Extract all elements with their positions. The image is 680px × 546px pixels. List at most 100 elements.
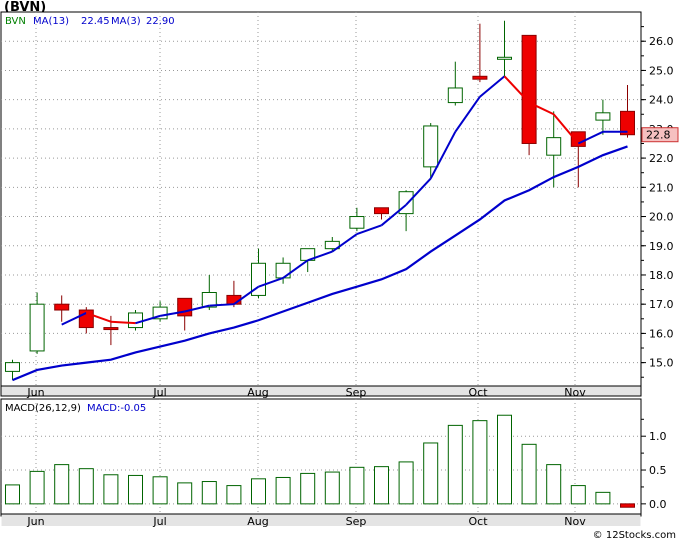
footer-credit: © 12Stocks.com	[592, 530, 676, 541]
macd-month-label: Aug	[247, 515, 268, 528]
macd-bar	[201, 481, 217, 505]
macd-bar	[251, 478, 266, 505]
price-month-label: Aug	[247, 386, 268, 399]
macd-bar	[5, 484, 20, 505]
ma3-line-segment	[552, 113, 580, 145]
ma3-line-segment	[184, 304, 210, 313]
ma3-line-segment	[209, 303, 234, 307]
macd-month-label: Jul	[152, 515, 166, 528]
macd-month-label: Sep	[346, 515, 367, 528]
candle-body	[398, 191, 414, 215]
macd-bar	[521, 443, 537, 505]
candle-body	[447, 87, 463, 104]
price-tick-label: 22.0	[649, 152, 674, 165]
ma13-line	[12, 145, 628, 382]
macd-tick-label: 0.0	[649, 498, 667, 511]
price-month-label: Nov	[564, 386, 586, 399]
price-legend-ma13: MA(13)	[33, 16, 69, 27]
macd-bar	[128, 474, 143, 505]
macd-bar	[177, 482, 193, 505]
price-legend-ma3-value: 22.90	[146, 16, 175, 27]
price-tick-label: 16.0	[649, 327, 674, 340]
price-tick-label: 15.0	[649, 357, 674, 370]
candle-body	[103, 327, 119, 331]
macd-bar	[620, 503, 635, 508]
price-tick-label: 20.0	[649, 211, 674, 224]
candle-body	[472, 75, 488, 80]
macd-tick-label: 1.0	[649, 430, 667, 443]
ma3-line-segment	[454, 96, 481, 133]
ma3-line-segment	[258, 276, 284, 288]
candle-body	[423, 125, 439, 168]
candle-body	[251, 262, 266, 296]
candle-body	[324, 240, 340, 250]
candle-body	[78, 309, 94, 329]
candle-body	[521, 34, 537, 144]
candle-body	[349, 216, 365, 229]
macd-month-label: Nov	[564, 515, 586, 528]
ma3-line-segment	[331, 233, 358, 253]
ma3-line-segment	[577, 130, 604, 145]
price-month-label: Oct	[468, 386, 488, 399]
ma3-line-segment	[380, 204, 407, 227]
macd-bar	[398, 461, 414, 505]
price-tick-label: 17.0	[649, 298, 674, 311]
ma3-line-segment	[528, 101, 555, 116]
ma3-line-segment	[282, 259, 309, 279]
macd-bar	[324, 471, 340, 505]
price-tick-label: 21.0	[649, 181, 674, 194]
macd-bar	[423, 442, 439, 505]
price-panel-frame	[0, 11, 642, 397]
ma3-line-segment	[307, 250, 333, 262]
macd-bar	[300, 472, 316, 505]
candle-body	[546, 137, 562, 156]
candle-body	[275, 262, 291, 279]
macd-bar	[29, 470, 45, 505]
macd-month-label: Jun	[26, 515, 44, 528]
candle-body	[152, 306, 168, 320]
macd-bar	[570, 485, 586, 505]
price-tick-label: 25.0	[649, 64, 674, 77]
price-legend-ma3: MA(3)	[111, 16, 141, 27]
candle-body	[54, 303, 70, 311]
price-xaxis-band	[1, 386, 641, 396]
candle-body	[595, 112, 611, 121]
price-legend-ma13-value: 22.45	[81, 16, 110, 27]
price-tick-label: 26.0	[649, 35, 674, 48]
macd-legend-value: MACD:-0.05	[87, 403, 146, 414]
ma3-line-segment	[233, 285, 260, 306]
macd-month-label: Oct	[468, 515, 488, 528]
macd-bar	[275, 476, 291, 505]
candle-body	[128, 312, 143, 329]
candle-body	[374, 207, 389, 215]
macd-bar	[546, 464, 562, 505]
ma3-line-segment	[479, 75, 506, 98]
macd-bar	[103, 474, 119, 505]
candle-body	[29, 303, 45, 352]
macd-bar	[374, 466, 389, 505]
macd-bar	[349, 466, 365, 505]
macd-bar	[472, 420, 488, 505]
macd-bar	[152, 476, 168, 505]
ma3-line-segment	[135, 314, 161, 325]
candle-body	[201, 292, 217, 308]
ma3-line-segment	[61, 312, 87, 326]
chart-title: (BVN)	[4, 0, 47, 15]
last-price-badge	[641, 127, 679, 143]
ma3-line-segment	[405, 177, 432, 206]
last-price-label: 22.8	[646, 129, 671, 142]
price-tick-label: 19.0	[649, 240, 674, 253]
macd-tick-label: 0.5	[649, 464, 667, 477]
price-tick-label: 18.0	[649, 269, 674, 282]
macd-bar	[226, 485, 242, 505]
macd-legend-label: MACD(26,12,9)	[5, 403, 81, 414]
price-month-label: Jul	[152, 386, 166, 399]
ma3-line-segment	[503, 75, 530, 104]
macd-bar	[497, 414, 512, 505]
ma3-line-segment	[110, 320, 136, 325]
macd-bar	[595, 491, 611, 505]
price-tick-label: 24.0	[649, 94, 674, 107]
ma3-line-segment	[356, 224, 382, 236]
macd-bar	[54, 464, 70, 505]
